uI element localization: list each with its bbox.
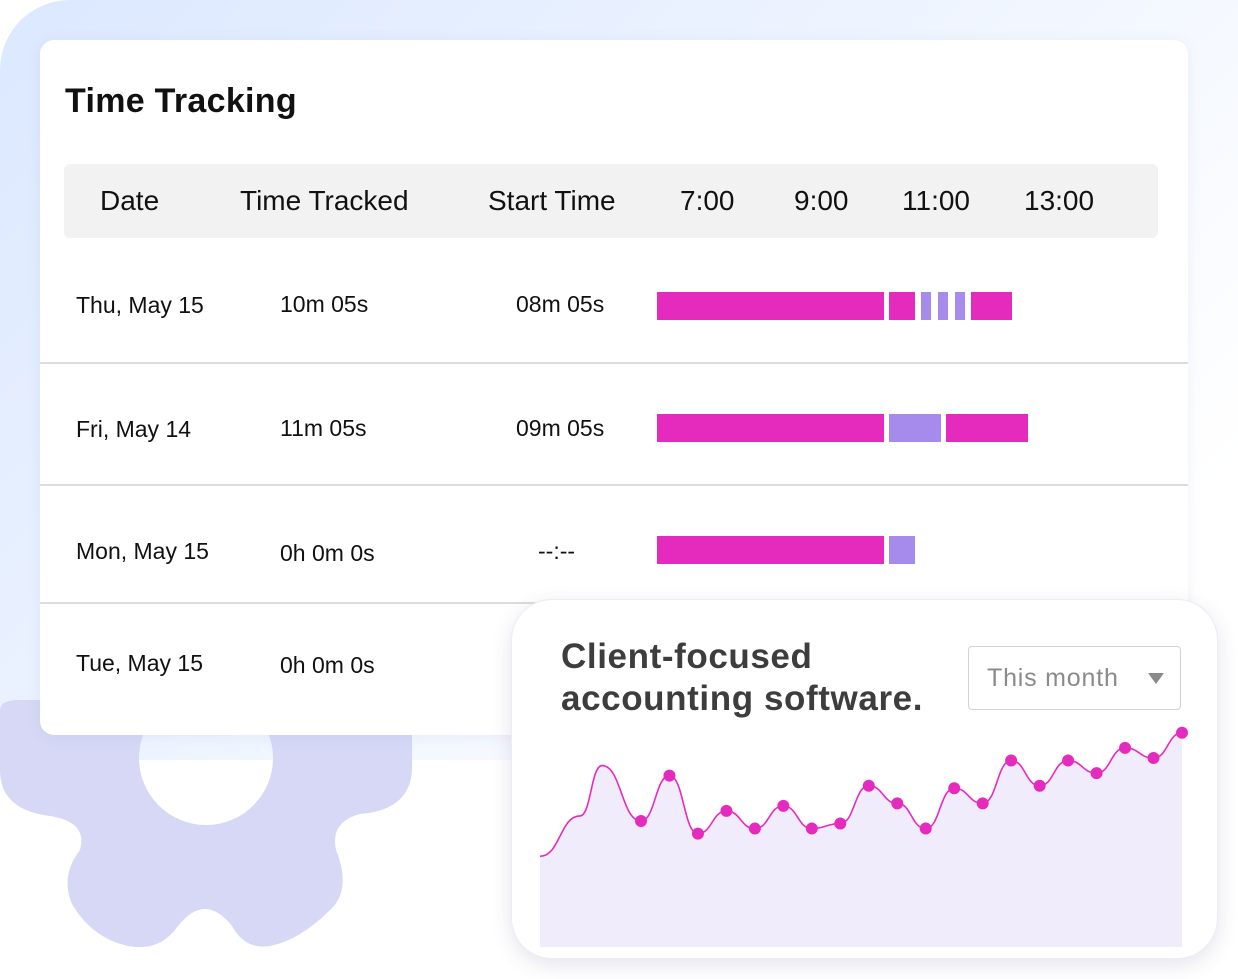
chart-point [635, 815, 647, 827]
period-select-value: This month [987, 664, 1119, 692]
row-timeline [40, 536, 1188, 564]
tracked-segment [656, 292, 884, 320]
chart-point [1147, 752, 1160, 764]
row-date: Mon, May 15 [76, 538, 209, 564]
table-row[interactable]: Tue, May 15 0h 0m 0s [40, 604, 1188, 735]
table-row[interactable]: Thu, May 15 10m 05s 08m 05s [40, 240, 1188, 364]
column-header-start-time[interactable]: Start Time [488, 185, 616, 216]
table-header: Date Time Tracked Start Time 7:00 9:00 1… [64, 164, 1158, 238]
chart-point [805, 822, 818, 835]
chart-point [834, 817, 847, 830]
hour-label: 9:00 [794, 185, 849, 216]
row-time-tracked: 0h 0m 0s [280, 652, 375, 678]
page-title: Time Tracking [65, 82, 297, 120]
chart-point [691, 827, 704, 840]
tracked-segment [889, 292, 916, 320]
chart-point [891, 797, 904, 810]
chart-point [976, 797, 989, 810]
hour-label: 7:00 [680, 185, 735, 216]
hour-label: 11:00 [902, 185, 970, 216]
row-timeline [40, 292, 1188, 320]
chevron-down-icon [1148, 673, 1164, 684]
chart-point [1062, 754, 1075, 767]
row-time-tracked: 10m 05s [280, 291, 369, 317]
tracked-segment [656, 536, 884, 564]
chart-area [540, 732, 1182, 947]
promo-title-line: accounting software. [561, 679, 924, 718]
idle-segment [920, 292, 932, 320]
row-time-tracked: 11m 05s [280, 415, 367, 441]
gear-icon [0, 691, 412, 948]
promo-title-line: Client-focused [561, 637, 813, 676]
promo-title: Client-focused accounting software. [561, 636, 923, 720]
chart-point [777, 799, 790, 812]
chart-point [1033, 779, 1046, 792]
table-row[interactable]: Fri, May 14 11m 05s 09m 05s [40, 364, 1188, 486]
period-select[interactable]: This month [968, 646, 1181, 710]
column-header-date[interactable]: Date [100, 185, 160, 216]
idle-segment [955, 292, 966, 320]
chart-point [1005, 754, 1018, 767]
hour-label: 13:00 [1024, 185, 1095, 216]
chart-point [1119, 741, 1132, 754]
row-start-time: 09m 05s [516, 415, 605, 441]
promo-card: Client-focused accounting software. This… [512, 600, 1217, 958]
chart-point [862, 779, 875, 792]
chart-point [720, 804, 733, 817]
row-start-time: 08m 05s [516, 291, 605, 317]
idle-segment [889, 536, 916, 564]
tracked-segment [971, 292, 1012, 320]
sparkline-chart [539, 726, 1188, 947]
row-date: Tue, May 15 [76, 650, 203, 676]
row-timeline [40, 414, 1188, 442]
row-date: Fri, May 14 [76, 416, 192, 442]
chart-point [1176, 726, 1188, 739]
tracked-segment [656, 414, 884, 442]
idle-segment [937, 292, 949, 320]
chart-point [948, 782, 961, 795]
row-date: Thu, May 15 [76, 292, 204, 318]
chart-point [919, 822, 932, 835]
chart-point [748, 822, 761, 835]
column-header-time-tracked[interactable]: Time Tracked [240, 185, 409, 216]
row-start-time: --:-- [538, 538, 576, 564]
table-row[interactable]: Mon, May 15 0h 0m 0s --:-- [40, 486, 1188, 604]
chart-point [1090, 767, 1103, 780]
tracked-segment [946, 414, 1029, 442]
row-time-tracked: 0h 0m 0s [280, 540, 375, 566]
chart-point [663, 769, 676, 782]
idle-segment [889, 414, 941, 442]
